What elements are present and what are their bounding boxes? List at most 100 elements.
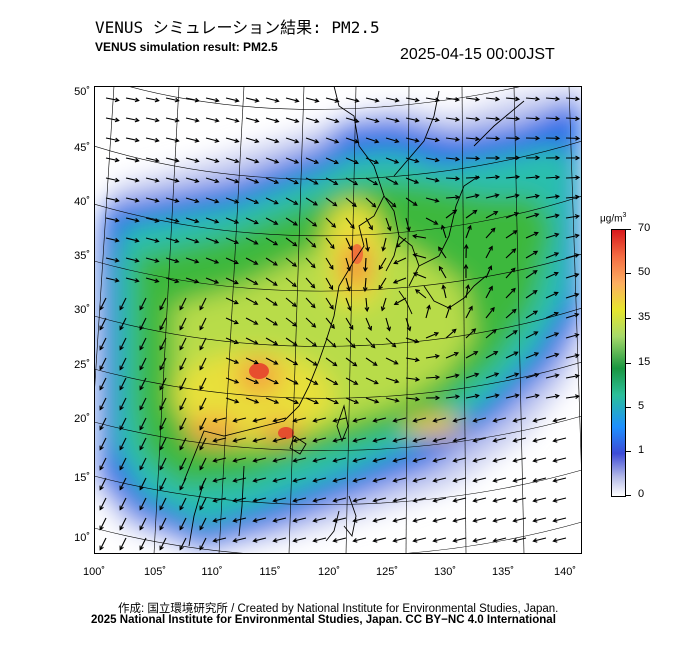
wind-arrow	[325, 257, 334, 270]
wind-arrow-head	[214, 97, 220, 103]
wind-arrow	[453, 417, 467, 422]
wind-arrow	[205, 197, 219, 203]
colorbar-unit: μg/m3	[600, 212, 627, 225]
wind-arrow	[405, 357, 419, 361]
wind-arrow	[265, 277, 278, 286]
wind-arrow	[305, 257, 316, 268]
wind-arrow-head	[371, 202, 377, 208]
wind-arrow-head	[292, 241, 298, 247]
wind-arrow	[119, 457, 127, 470]
wind-arrow-head	[179, 505, 184, 511]
wind-arrow-head	[511, 248, 517, 254]
wind-arrow	[333, 477, 347, 482]
wind-arrow	[413, 254, 427, 259]
wind-arrow	[453, 457, 467, 462]
wind-arrow-head	[333, 159, 339, 165]
wind-arrow	[345, 137, 359, 143]
wind-arrow	[353, 477, 367, 482]
wind-arrow-head	[350, 224, 355, 230]
wind-arrow-head	[463, 263, 469, 269]
wind-arrow-head	[174, 198, 180, 203]
wind-arrow	[465, 176, 480, 179]
wind-arrow-head	[552, 418, 558, 423]
wind-arrow	[179, 357, 187, 370]
wind-arrow	[425, 157, 439, 162]
wind-arrow	[325, 317, 335, 329]
wind-arrow-head	[199, 505, 204, 511]
wind-arrow	[425, 97, 439, 101]
wind-arrow-head	[454, 117, 460, 122]
wind-arrow	[441, 225, 447, 239]
wind-arrow	[139, 417, 147, 430]
wind-arrow	[225, 157, 239, 163]
wind-arrow	[213, 437, 227, 442]
wind-arrow-head	[414, 179, 420, 184]
colorbar-label: 1	[638, 444, 645, 456]
wind-arrow-head	[139, 305, 144, 311]
colorbar-label: 0	[638, 488, 645, 500]
wind-arrow-head	[394, 138, 400, 144]
wind-arrow	[365, 217, 373, 230]
wind-arrow-head	[533, 231, 539, 237]
wind-arrow	[485, 97, 499, 100]
wind-arrow	[445, 117, 459, 121]
wind-arrow	[179, 337, 187, 350]
wind-arrow-head	[254, 138, 260, 144]
wind-arrow	[465, 373, 479, 379]
wind-arrow	[513, 517, 527, 522]
wind-arrow	[125, 177, 139, 182]
wind-arrow	[565, 293, 579, 299]
wind-arrow	[245, 157, 259, 163]
wind-arrow-head	[386, 226, 392, 232]
wind-arrow	[245, 317, 258, 325]
wind-arrow	[565, 273, 579, 279]
wind-arrow	[445, 395, 459, 399]
wind-arrow	[525, 310, 538, 319]
wind-arrow-head	[194, 138, 200, 143]
wind-arrow-head	[293, 179, 299, 185]
wind-arrow-head	[386, 326, 391, 332]
wind-arrow-head	[154, 198, 160, 203]
wind-arrow	[413, 517, 427, 522]
wind-arrow	[305, 137, 319, 143]
wind-arrow-head	[433, 220, 439, 225]
wind-arrow-head	[391, 342, 397, 348]
wind-arrow	[453, 477, 467, 482]
wind-arrow	[199, 397, 207, 410]
wind-arrow-head	[159, 365, 164, 371]
wind-arrow-head	[114, 97, 120, 103]
wind-arrow-head	[174, 238, 180, 244]
wind-arrow-head	[114, 197, 120, 203]
wind-arrow-head	[159, 345, 164, 351]
wind-arrow	[305, 97, 319, 102]
wind-arrow-head	[372, 438, 378, 443]
wind-arrow	[125, 237, 139, 242]
wind-arrow	[433, 457, 447, 462]
wind-arrow-head	[312, 498, 318, 503]
wind-arrow	[159, 317, 167, 330]
wind-arrow-head	[294, 138, 300, 144]
wind-arrow	[119, 357, 127, 370]
wind-arrow-head	[254, 399, 260, 404]
wind-arrow-head	[194, 198, 200, 204]
wind-arrow	[553, 537, 567, 542]
wind-arrow	[179, 417, 187, 430]
wind-arrow	[533, 437, 547, 442]
wind-arrow-head	[472, 478, 478, 483]
wind-arrow-head	[510, 287, 516, 293]
wind-arrow	[493, 537, 507, 542]
longitude-label: 120˚	[317, 566, 341, 578]
wind-arrow	[345, 237, 353, 250]
wind-arrow-head	[465, 284, 471, 290]
wind-arrow-head	[332, 458, 338, 463]
map-canvas	[94, 86, 582, 554]
wind-arrow-head	[372, 458, 378, 463]
wind-arrow-head	[292, 262, 297, 267]
wind-arrow-head	[534, 372, 540, 378]
wind-arrow-head	[134, 278, 140, 283]
wind-arrow-head	[488, 245, 493, 251]
wind-arrow-head	[154, 97, 160, 103]
colorbar-tick	[626, 273, 631, 274]
wind-arrow-head	[346, 266, 352, 272]
wind-arrow	[99, 417, 107, 430]
